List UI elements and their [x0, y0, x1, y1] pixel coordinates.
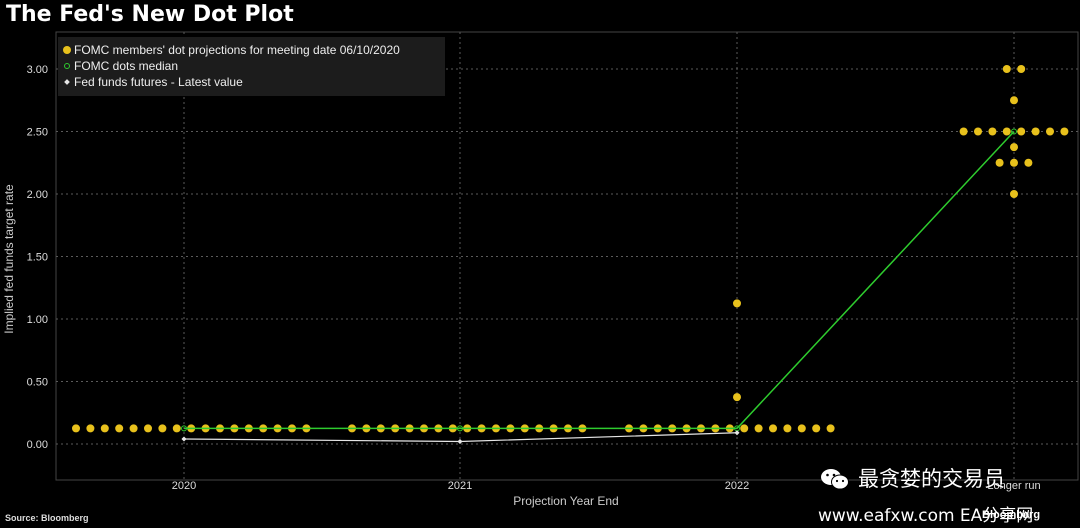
- projection-dot: [1060, 127, 1069, 136]
- futures-point: [457, 438, 463, 445]
- median-point: [1011, 128, 1017, 135]
- projection-dot: [995, 158, 1004, 167]
- legend-entry-median: FOMC dots median: [74, 59, 178, 73]
- median-point: [181, 425, 187, 432]
- median-point: [457, 425, 463, 432]
- legend-median-marker: [64, 63, 70, 69]
- projection-dot: [144, 424, 152, 433]
- y-tick-label: 2.50: [27, 127, 48, 139]
- projection-dot: [129, 424, 138, 433]
- y-axis-label: Implied fed funds target rate: [2, 184, 16, 334]
- wechat-icon: [821, 469, 849, 490]
- projection-dot: [115, 424, 124, 433]
- y-tick-label: 1.50: [27, 252, 48, 264]
- projection-dot: [797, 424, 806, 433]
- gridlines: [56, 32, 1078, 480]
- brand-logo: Bloomberg: [982, 509, 1041, 521]
- axis-ticks: 3.00 2.50 2.00 1.50 1.00 0.50 0.00 2020 2021 2022…: [27, 64, 1041, 492]
- legend-futures-marker: [64, 79, 70, 85]
- projection-dot: [1046, 127, 1054, 136]
- projection-dot: [733, 393, 741, 402]
- y-tick-label: 0.50: [27, 377, 48, 389]
- projection-dot: [1031, 127, 1040, 136]
- watermark-line2: www.eafxw.com EA分享网: [818, 506, 1034, 526]
- legend-entry-dots: FOMC members' dot projections for meetin…: [74, 43, 400, 57]
- median-line: [184, 130, 1015, 430]
- legend: FOMC members' dot projections for meetin…: [58, 37, 445, 96]
- projection-dot: [1002, 127, 1011, 136]
- y-tick-label: 0.00: [27, 439, 48, 451]
- x-tick-label: 2021: [448, 480, 472, 492]
- chart-title: The Fed's New Dot Plot: [6, 2, 294, 27]
- projection-dot: [974, 127, 982, 136]
- futures-point: [734, 430, 740, 436]
- projection-dot: [826, 424, 835, 433]
- projection-dot: [1024, 158, 1033, 167]
- projection-dot: [86, 424, 95, 433]
- x-tick-label: Longer run: [987, 480, 1040, 492]
- chart-series: [72, 65, 1069, 445]
- projection-dot: [988, 127, 997, 136]
- projection-dot: [1017, 127, 1026, 136]
- x-axis-label: Projection Year End: [513, 494, 618, 508]
- y-tick-label: 3.00: [27, 64, 48, 76]
- projection-dot: [959, 127, 968, 136]
- projection-dot: [783, 424, 792, 433]
- projection-dot: [740, 424, 749, 433]
- projection-dot: [1010, 96, 1018, 105]
- projection-dot: [1017, 65, 1026, 73]
- watermark-line1: 最贪婪的交易员: [858, 467, 1005, 491]
- legend-dot-marker: [63, 46, 71, 54]
- watermark: 最贪婪的交易员 www.eafxw.com EA分享网: [818, 463, 1070, 526]
- projection-dot: [733, 299, 741, 308]
- projection-dot: [72, 424, 80, 433]
- projection-dot: [172, 424, 181, 433]
- source-note: Source: Bloomberg: [5, 513, 89, 523]
- projection-dot: [1002, 65, 1011, 73]
- futures-point: [181, 436, 187, 442]
- projection-dot: [754, 424, 763, 433]
- legend-box: [58, 37, 445, 96]
- y-tick-label: 1.00: [27, 314, 48, 326]
- projection-dot: [812, 424, 821, 433]
- projection-dot: [100, 424, 109, 433]
- x-tick-label: 2020: [172, 480, 196, 492]
- projection-dot: [769, 424, 777, 433]
- y-tick-label: 2.00: [27, 189, 48, 201]
- dot-plot-chart: 3.00 2.50 2.00 1.50 1.00 0.50 0.00 2020 2021 2022…: [2, 31, 1079, 508]
- projection-dot: [1010, 158, 1018, 167]
- projection-dot: [1010, 143, 1018, 152]
- x-tick-label: 2022: [725, 480, 749, 492]
- projection-dot: [158, 424, 167, 433]
- legend-entry-futures: Fed funds futures - Latest value: [74, 75, 243, 89]
- projection-dot: [1010, 190, 1018, 198]
